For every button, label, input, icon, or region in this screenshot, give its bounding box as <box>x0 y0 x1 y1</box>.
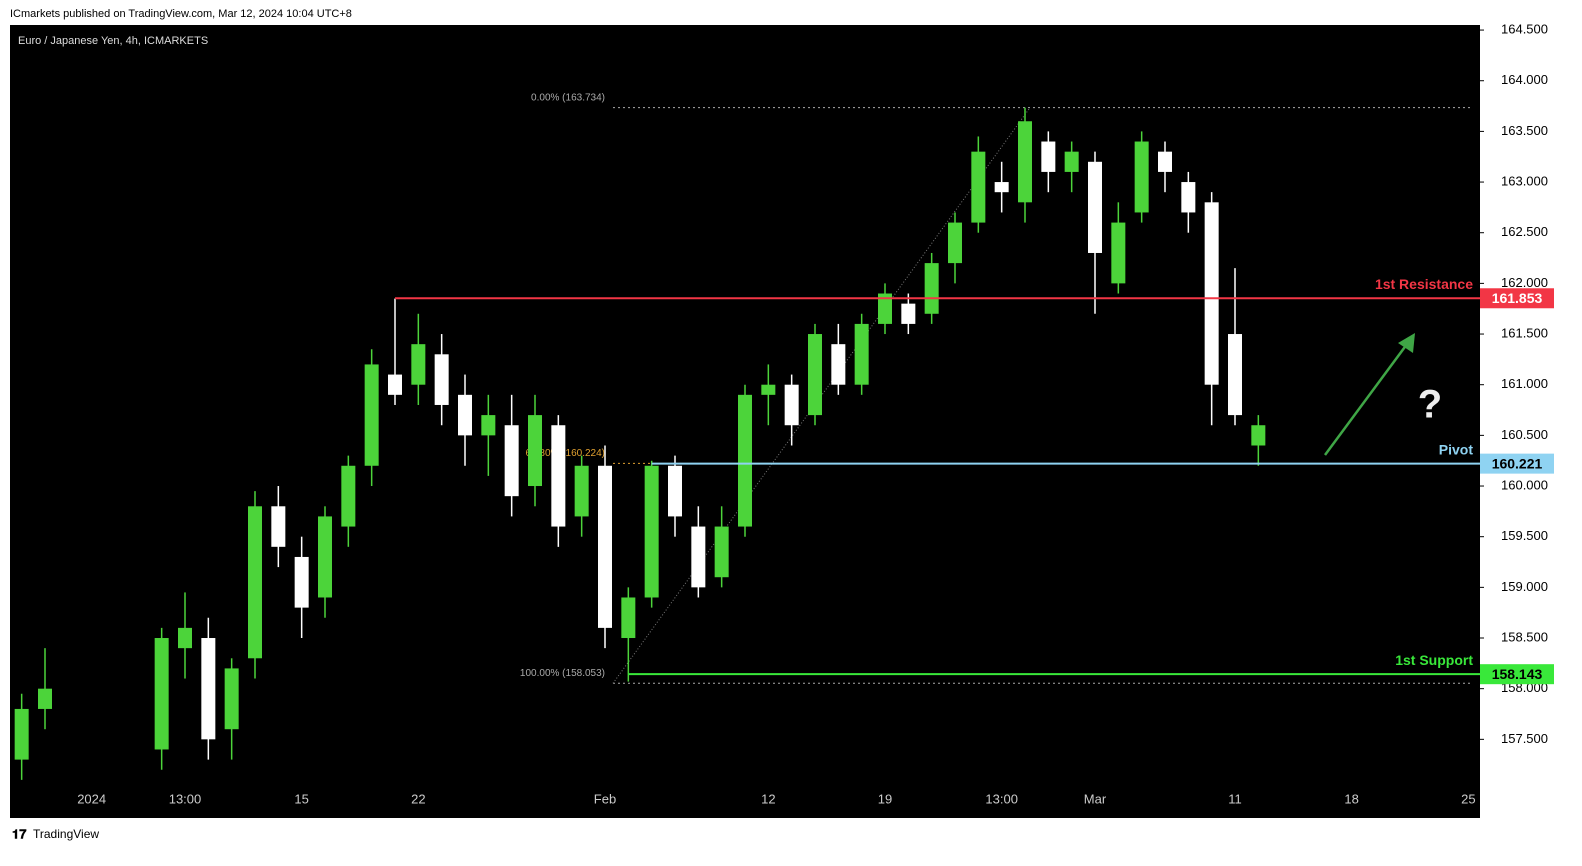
y-tick-label: 157.500 <box>1501 731 1548 746</box>
y-tick-label: 164.500 <box>1501 22 1548 37</box>
x-tick-label: 22 <box>411 791 425 806</box>
candle-body <box>38 688 52 709</box>
level-name: 1st Resistance <box>1375 276 1473 292</box>
x-tick-label: 11 <box>1228 791 1242 806</box>
x-tick-label: 13:00 <box>985 791 1018 806</box>
time-axis-bg <box>10 790 1480 818</box>
candle-body <box>761 384 776 395</box>
candle-body <box>154 638 169 750</box>
y-tick-label: 161.000 <box>1501 376 1548 391</box>
arrow <box>1323 339 1412 456</box>
y-tick-label: 163.000 <box>1501 173 1548 188</box>
x-tick-label: 18 <box>1344 791 1358 806</box>
logo: 𝟏𝟕 <box>12 826 27 841</box>
level-price-box <box>1480 664 1554 685</box>
x-tick-label: 2024 <box>77 791 106 806</box>
candle-body <box>854 323 869 385</box>
candle-body <box>1088 161 1102 253</box>
candle-body <box>14 708 29 760</box>
candle-body <box>1041 141 1056 172</box>
candle-body <box>644 465 659 598</box>
candle-body <box>248 506 262 659</box>
footer: TradingView <box>33 827 99 841</box>
candle-body <box>574 465 589 517</box>
candle-body <box>948 222 962 264</box>
candle-body <box>784 384 799 426</box>
y-tick-label: 163.500 <box>1501 123 1548 138</box>
candle-body <box>1158 151 1172 172</box>
level-price: 158.143 <box>1492 666 1543 682</box>
candle-body <box>621 597 636 639</box>
candle-body <box>878 293 892 324</box>
candle-body <box>481 415 496 436</box>
candle-body <box>388 374 402 395</box>
candle-body <box>504 425 519 497</box>
candle-body <box>551 425 566 527</box>
candle-body <box>411 344 426 385</box>
candle-body <box>458 394 472 436</box>
level-price-box <box>1480 453 1554 474</box>
candle-body <box>1018 121 1032 203</box>
candle-body <box>901 303 916 324</box>
candle-body <box>1134 141 1149 213</box>
candle-body <box>178 627 192 649</box>
x-tick-label: 19 <box>878 791 892 806</box>
candle-body <box>1251 425 1266 446</box>
arrow-head <box>1398 333 1415 353</box>
x-tick-label: Feb <box>594 791 616 806</box>
candle-body <box>971 151 986 223</box>
level-name: 1st Support <box>1395 652 1473 668</box>
y-tick-label: 159.500 <box>1501 528 1548 543</box>
candle-body <box>1111 222 1126 284</box>
candle-body <box>738 394 752 527</box>
published: ICmarkets published on TradingView.com, … <box>10 8 352 20</box>
candle-body <box>831 344 846 385</box>
candle-body <box>994 182 1009 193</box>
fib-label: 100.00% (158.053) <box>520 668 605 679</box>
y-tick-label: 162.500 <box>1501 224 1548 239</box>
x-tick-label: Mar <box>1084 791 1107 806</box>
y-tick-label: 164.000 <box>1501 72 1548 87</box>
candle-body <box>714 526 729 578</box>
candle-body <box>1064 151 1079 172</box>
x-tick-label: 13:00 <box>169 791 202 806</box>
candle-body <box>691 526 706 588</box>
price-axis-bg <box>1480 25 1560 790</box>
x-tick-label: 15 <box>294 791 308 806</box>
y-tick-label: 158.500 <box>1501 629 1548 644</box>
level-price: 160.221 <box>1492 455 1543 471</box>
candle-body <box>668 465 682 517</box>
candle-body <box>924 263 939 314</box>
y-tick-label: 161.500 <box>1501 325 1548 340</box>
x-tick-label: 25 <box>1461 791 1475 806</box>
y-tick-label: 159.000 <box>1501 579 1548 594</box>
y-tick-label: 160.500 <box>1501 427 1548 442</box>
level-price-box <box>1480 288 1554 309</box>
x-tick-label: 12 <box>761 791 775 806</box>
question-mark: ? <box>1418 383 1442 427</box>
candle-body <box>224 668 239 730</box>
candle-body <box>201 638 216 740</box>
level-name: Pivot <box>1439 441 1474 457</box>
candle-body <box>1204 202 1219 385</box>
candle-body <box>1181 182 1196 213</box>
candle-body <box>271 506 286 547</box>
y-tick-label: 162.000 <box>1501 275 1548 290</box>
candle-body <box>364 364 379 466</box>
candle-body <box>808 334 822 416</box>
candle-body <box>1228 334 1242 416</box>
chart-title: Euro / Japanese Yen, 4h, ICMARKETS <box>18 35 208 47</box>
candle-body <box>294 556 309 608</box>
level-price: 161.853 <box>1492 290 1543 306</box>
y-tick-label: 160.000 <box>1501 477 1548 492</box>
candle-body <box>341 465 356 527</box>
candle-body <box>528 415 542 487</box>
candle-body <box>598 465 612 628</box>
candle-body <box>318 516 332 598</box>
candle-body <box>434 354 449 405</box>
fib-label: 0.00% (163.734) <box>531 92 605 103</box>
